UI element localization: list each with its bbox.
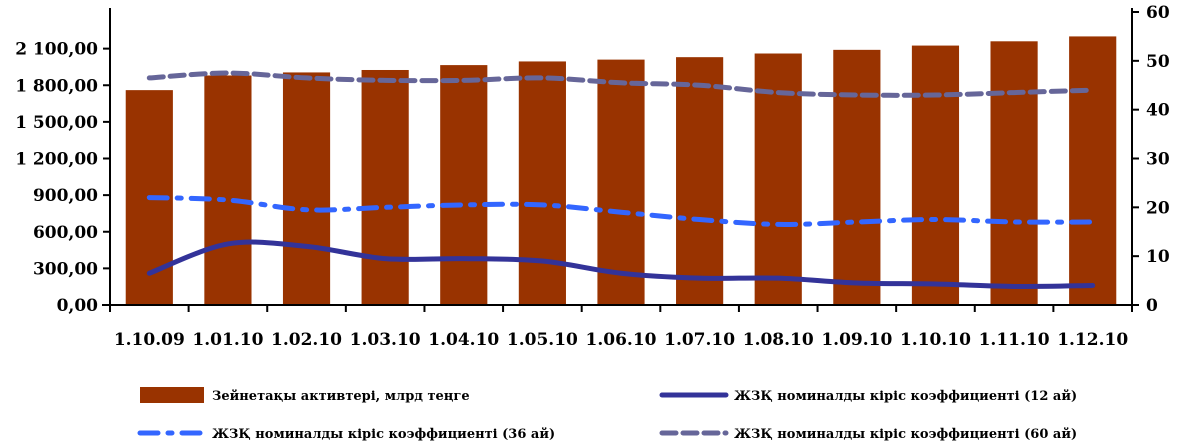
bar [990,41,1038,306]
x-tick-label: 1.01.10 [192,330,263,350]
bar [754,53,802,306]
line-series-3 [146,70,1096,98]
x-tick-label: 1.02.10 [271,330,342,350]
legend-label: Зейнетақы активтері, млрд теңге [212,389,470,404]
right-tick-label: 0 [1146,296,1158,316]
bar [676,57,724,305]
line-series-2 [146,195,1096,227]
legend-swatch-bar [140,387,204,403]
bar [361,69,409,305]
legend-label: ЖЗҚ номиналды кіріс коэффициенті (60 ай) [734,427,1077,442]
left-tick-label: 2 100,00 [15,40,98,60]
x-tick-label: 1.11.10 [979,330,1050,350]
right-tick-label: 60 [1146,3,1170,23]
x-tick-label: 1.08.10 [743,330,814,350]
left-tick-label: 900,00 [33,186,98,206]
x-tick-label: 1.10.10 [900,330,971,350]
bar [204,75,252,305]
x-tick-label: 1.04.10 [428,330,499,350]
x-tick-label: 1.10.09 [114,330,185,350]
left-tick-label: 0,00 [57,296,99,316]
bar-series [125,36,1117,306]
x-tick-label: 1.06.10 [586,330,657,350]
bar [597,59,645,305]
bar [911,45,960,306]
bar [440,65,488,305]
left-tick-label: 1 200,00 [15,150,98,170]
x-tick-label: 1.09.10 [821,330,892,350]
bar [518,61,566,305]
bar [282,72,331,306]
right-tick-label: 20 [1146,198,1170,218]
legend: Зейнетақы активтері, млрд теңге ЖЗҚ номин… [137,387,1077,442]
x-tick-label: 1.05.10 [507,330,578,350]
left-tick-label: 300,00 [33,259,98,279]
bar [1069,36,1117,306]
bar [833,49,881,306]
left-tick-label: 600,00 [33,223,98,243]
right-tick-label: 10 [1146,247,1170,267]
axes: 0,00 300,00 600,00 900,00 1 200,00 1 500,00 1 … [15,3,1170,350]
left-tick-label: 1 500,00 [15,113,98,133]
x-tick-label: 1.03.10 [350,330,421,350]
line-series-1 [146,239,1096,289]
right-tick-label: 30 [1146,150,1170,170]
right-tick-label: 40 [1146,101,1170,121]
x-tick-label: 1.12.10 [1057,330,1128,350]
line-series-group [146,70,1096,289]
right-tick-label: 50 [1146,52,1170,72]
legend-label: ЖЗҚ номиналды кіріс коэффициенті (36 ай) [212,427,555,442]
left-tick-label: 1 800,00 [15,76,98,96]
legend-label: ЖЗҚ номиналды кіріс коэффициенті (12 ай) [734,389,1077,404]
x-tick-label: 1.07.10 [664,330,735,350]
